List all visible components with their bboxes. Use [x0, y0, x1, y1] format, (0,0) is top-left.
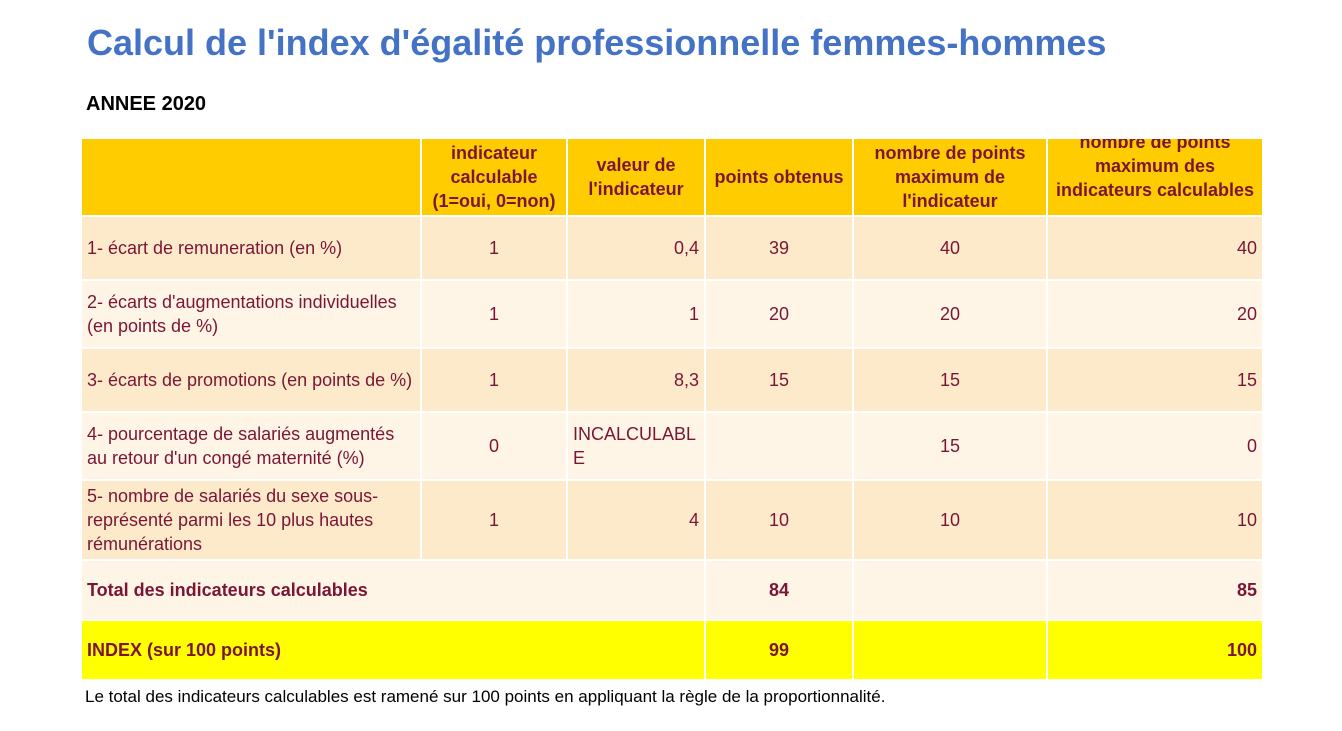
- header-cell-valeur: valeur de l'indicateur: [566, 137, 706, 217]
- index-table: indicateur calculable (1=oui, 0=non) val…: [80, 137, 1264, 681]
- footnote: Le total des indicateurs calculables est…: [85, 687, 886, 706]
- cell-max: 10: [852, 479, 1048, 561]
- index-label: INDEX (sur 100 points): [80, 619, 706, 681]
- table-row: 2- écarts d'augmentations individuelles …: [80, 279, 1264, 349]
- year-label: ANNEE 2020: [86, 93, 207, 115]
- cell-valeur: 1: [566, 279, 706, 349]
- cell-max-calc: 15: [1046, 347, 1264, 413]
- cell-calculable: 1: [420, 479, 568, 561]
- header-cell-max: nombre de points maximum de l'indicateur: [852, 137, 1048, 217]
- cell-points: 39: [704, 215, 854, 281]
- cell-points: 10: [704, 479, 854, 561]
- table-row: 4- pourcentage de salariés augmentés au …: [80, 411, 1264, 481]
- table-row: 3- écarts de promotions (en points de %)…: [80, 347, 1264, 413]
- cell-valeur: INCALCULABLE: [566, 411, 706, 481]
- header-cell-calculable: indicateur calculable (1=oui, 0=non): [420, 137, 568, 217]
- row-label: 4- pourcentage de salariés augmentés au …: [80, 411, 422, 481]
- cell-max: 15: [852, 411, 1048, 481]
- index-row: INDEX (sur 100 points) 99 100: [80, 619, 1264, 681]
- header-cell-max-calc: nombre de points maximum des indicateurs…: [1046, 137, 1264, 217]
- cell-max-calc: 40: [1046, 215, 1264, 281]
- header-cell-points: points obtenus: [704, 137, 854, 217]
- cell-max-calc: 20: [1046, 279, 1264, 349]
- total-label: Total des indicateurs calculables: [80, 559, 706, 621]
- table-row: 1- écart de remuneration (en %) 1 0,4 39…: [80, 215, 1264, 281]
- cell-calculable: 0: [420, 411, 568, 481]
- cell-calculable: 1: [420, 347, 568, 413]
- cell-valeur: 0,4: [566, 215, 706, 281]
- cell-max-calc: 10: [1046, 479, 1264, 561]
- cell-max: 15: [852, 347, 1048, 413]
- row-label: 1- écart de remuneration (en %): [80, 215, 422, 281]
- cell-points: [704, 411, 854, 481]
- cell-max-calc: 0: [1046, 411, 1264, 481]
- total-max-calc: 85: [1046, 559, 1264, 621]
- table-row: 5- nombre de salariés du sexe sous-repré…: [80, 479, 1264, 561]
- cell-valeur: 8,3: [566, 347, 706, 413]
- row-label: 2- écarts d'augmentations individuelles …: [80, 279, 422, 349]
- header-row: indicateur calculable (1=oui, 0=non) val…: [80, 137, 1264, 217]
- cell-calculable: 1: [420, 215, 568, 281]
- cell-points: 15: [704, 347, 854, 413]
- cell-points: 20: [704, 279, 854, 349]
- page-title: Calcul de l'index d'égalité professionne…: [87, 22, 1107, 63]
- header-cell-empty: [80, 137, 422, 217]
- header-cell-max-calc-text: nombre de points maximum des indicateurs…: [1055, 138, 1255, 200]
- index-points: 99: [704, 619, 854, 681]
- row-label: 5- nombre de salariés du sexe sous-repré…: [80, 479, 422, 561]
- row-label: 3- écarts de promotions (en points de %): [80, 347, 422, 413]
- cell-valeur: 4: [566, 479, 706, 561]
- cell-max: 40: [852, 215, 1048, 281]
- total-row: Total des indicateurs calculables 84 85: [80, 559, 1264, 621]
- total-empty: [852, 559, 1048, 621]
- cell-max: 20: [852, 279, 1048, 349]
- index-empty: [852, 619, 1048, 681]
- index-max-calc: 100: [1046, 619, 1264, 681]
- cell-calculable: 1: [420, 279, 568, 349]
- total-points: 84: [704, 559, 854, 621]
